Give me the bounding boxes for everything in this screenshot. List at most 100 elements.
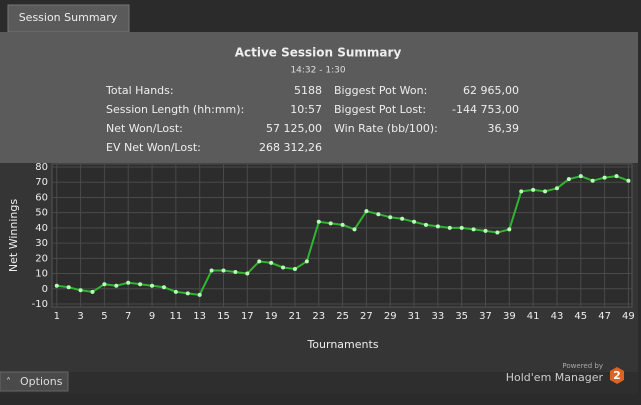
x-tick-label: 47	[598, 311, 611, 322]
point	[245, 271, 250, 276]
point	[412, 219, 417, 224]
point	[102, 282, 107, 287]
stat-value: -144 753,00	[452, 103, 519, 116]
x-tick-label: 25	[336, 311, 349, 322]
x-tick-label: 29	[384, 311, 397, 322]
point	[507, 227, 512, 232]
point	[423, 222, 428, 227]
point	[138, 282, 143, 287]
stat-label: Biggest Pot Lost:	[334, 103, 426, 116]
x-tick-label: 3	[77, 311, 83, 322]
point	[376, 212, 381, 217]
x-axis-label: Tournaments	[306, 338, 378, 351]
point	[233, 270, 238, 275]
x-tick-label: 43	[551, 311, 564, 322]
x-tick-label: 33	[432, 311, 445, 322]
x-tick-label: 13	[193, 311, 206, 322]
point	[543, 189, 548, 194]
point	[364, 209, 369, 214]
y-tick-label: 20	[35, 253, 48, 264]
point	[185, 291, 190, 296]
point	[66, 285, 71, 290]
summary-time: 14:32 - 1:30	[290, 66, 345, 76]
x-tick-label: 23	[312, 311, 325, 322]
y-tick-label: 0	[42, 284, 48, 295]
summary-title: Active Session Summary	[235, 46, 402, 60]
powered-by: Powered by	[562, 362, 603, 370]
point	[614, 174, 619, 179]
x-tick-label: 49	[622, 311, 635, 322]
point	[340, 222, 345, 227]
point	[566, 177, 571, 182]
point	[126, 280, 131, 285]
point	[602, 175, 607, 180]
brand-badge-label: 2	[613, 369, 621, 382]
brand-name: Hold'em Manager	[506, 371, 604, 384]
stat-value: 36,39	[488, 122, 520, 135]
stat-label: Total Hands:	[105, 84, 174, 97]
x-tick-label: 39	[503, 311, 516, 322]
y-tick-label: 40	[35, 223, 48, 234]
x-tick-label: 31	[408, 311, 421, 322]
point	[292, 266, 297, 271]
x-tick-label: 37	[479, 311, 492, 322]
point	[626, 178, 631, 183]
stat-label: Session Length (hh:mm):	[106, 103, 244, 116]
options-label: Options	[20, 375, 63, 388]
stat-value: 268 312,26	[259, 141, 322, 154]
stat-value: 5188	[294, 84, 322, 97]
x-tick-label: 27	[360, 311, 373, 322]
point	[316, 219, 321, 224]
tab[interactable]	[7, 4, 130, 33]
x-tick-label: 21	[289, 311, 302, 322]
point	[519, 189, 524, 194]
point	[554, 186, 559, 191]
x-tick-label: 1	[54, 311, 60, 322]
point	[114, 283, 119, 288]
brand-badge	[610, 367, 624, 384]
point	[161, 285, 166, 290]
point	[352, 227, 357, 232]
point	[209, 268, 214, 273]
x-tick-label: 41	[527, 311, 540, 322]
point	[257, 259, 262, 264]
tab-label: Session Summary	[19, 11, 118, 24]
x-tick-label: 7	[125, 311, 131, 322]
y-axis-label: Net Winnings	[7, 199, 20, 272]
point	[590, 178, 595, 183]
point	[54, 283, 59, 288]
stat-value: 62 965,00	[463, 84, 519, 97]
point	[78, 288, 83, 293]
stat-value: 57 125,00	[266, 122, 322, 135]
y-tick-label: 10	[35, 269, 48, 280]
x-tick-label: 35	[455, 311, 468, 322]
point	[197, 292, 202, 297]
point	[483, 228, 488, 233]
y-tick-label: 80	[35, 162, 48, 173]
x-tick-label: 11	[169, 311, 182, 322]
point	[173, 289, 178, 294]
y-tick-label: 60	[35, 192, 48, 203]
stat-label: Net Won/Lost:	[106, 122, 183, 135]
options-button[interactable]	[0, 371, 69, 392]
stat-label: Biggest Pot Won:	[334, 84, 427, 97]
footer	[0, 372, 638, 394]
y-tick-label: 70	[35, 177, 48, 188]
x-tick-label: 17	[241, 311, 254, 322]
x-tick-label: 9	[149, 311, 155, 322]
point	[388, 215, 393, 220]
y-tick-label: 30	[35, 238, 48, 249]
stat-label: EV Net Won/Lost:	[106, 141, 201, 154]
y-tick-label: -10	[32, 299, 48, 310]
point	[269, 260, 274, 265]
x-tick-label: 15	[217, 311, 230, 322]
plot-area	[51, 163, 633, 308]
x-tick-label: 5	[101, 311, 107, 322]
point	[328, 221, 333, 226]
x-tick-label: 45	[574, 311, 587, 322]
x-tick-label: 19	[265, 311, 278, 322]
stat-value: 10:57	[290, 103, 322, 116]
point	[459, 225, 464, 230]
point	[400, 216, 405, 221]
